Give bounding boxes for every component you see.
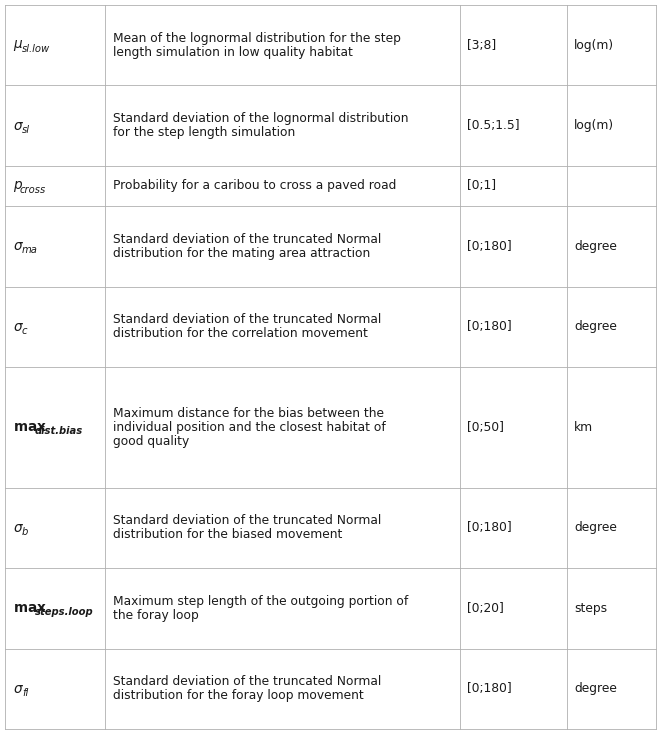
Text: c: c [22, 326, 28, 335]
Text: degree: degree [574, 320, 617, 333]
Text: log(m): log(m) [574, 119, 615, 132]
Text: [0;1]: [0;1] [467, 180, 496, 192]
Text: ma: ma [22, 245, 38, 255]
Text: b: b [22, 527, 28, 537]
Text: steps: steps [574, 602, 607, 615]
Text: Standard deviation of the truncated Normal: Standard deviation of the truncated Norm… [114, 233, 381, 246]
Text: Mean of the lognormal distribution for the step: Mean of the lognormal distribution for t… [114, 32, 401, 45]
Text: $\mu$: $\mu$ [13, 37, 23, 53]
Text: length simulation in low quality habitat: length simulation in low quality habitat [114, 46, 354, 59]
Text: the foray loop: the foray loop [114, 608, 199, 622]
Text: sl.low: sl.low [22, 44, 50, 54]
Text: [3;8]: [3;8] [467, 39, 496, 51]
Text: distribution for the mating area attraction: distribution for the mating area attract… [114, 247, 371, 260]
Text: distribution for the biased movement: distribution for the biased movement [114, 528, 343, 542]
Text: log(m): log(m) [574, 39, 615, 51]
Text: sl: sl [22, 125, 30, 134]
Text: dist.bias: dist.bias [35, 426, 83, 436]
Text: degree: degree [574, 521, 617, 534]
Text: Standard deviation of the lognormal distribution: Standard deviation of the lognormal dist… [114, 112, 409, 126]
Text: distribution for the correlation movement: distribution for the correlation movemen… [114, 327, 368, 341]
Text: km: km [574, 421, 594, 434]
Text: Probability for a caribou to cross a paved road: Probability for a caribou to cross a pav… [114, 180, 397, 192]
Text: $\sigma$: $\sigma$ [13, 119, 24, 133]
Text: Maximum distance for the bias between the: Maximum distance for the bias between th… [114, 407, 385, 420]
Text: [0;20]: [0;20] [467, 602, 504, 615]
Text: [0.5;1.5]: [0.5;1.5] [467, 119, 520, 132]
Text: $\sigma$: $\sigma$ [13, 521, 24, 535]
Text: individual position and the closest habitat of: individual position and the closest habi… [114, 421, 386, 434]
Text: $\mathit{\mathbf{max}}$: $\mathit{\mathbf{max}}$ [13, 601, 47, 615]
Text: $\mathit{\mathbf{max}}$: $\mathit{\mathbf{max}}$ [13, 421, 47, 435]
Text: $\sigma$: $\sigma$ [13, 682, 24, 696]
Text: [0;180]: [0;180] [467, 683, 512, 695]
Text: [0;180]: [0;180] [467, 320, 512, 333]
Text: Standard deviation of the truncated Normal: Standard deviation of the truncated Norm… [114, 515, 381, 528]
Text: Standard deviation of the truncated Normal: Standard deviation of the truncated Norm… [114, 675, 381, 688]
Text: degree: degree [574, 240, 617, 252]
Text: good quality: good quality [114, 435, 190, 448]
Text: steps.loop: steps.loop [35, 607, 94, 617]
Text: fl: fl [22, 688, 28, 698]
Text: $\sigma$: $\sigma$ [13, 320, 24, 334]
Text: cross: cross [20, 185, 46, 195]
Text: for the step length simulation: for the step length simulation [114, 126, 295, 139]
Text: [0;50]: [0;50] [467, 421, 504, 434]
Text: distribution for the foray loop movement: distribution for the foray loop movement [114, 689, 364, 702]
Text: $\sigma$: $\sigma$ [13, 239, 24, 253]
Text: degree: degree [574, 683, 617, 695]
Text: Standard deviation of the truncated Normal: Standard deviation of the truncated Norm… [114, 313, 381, 327]
Text: Maximum step length of the outgoing portion of: Maximum step length of the outgoing port… [114, 595, 408, 608]
Text: [0;180]: [0;180] [467, 521, 512, 534]
Text: $p$: $p$ [13, 178, 23, 194]
Text: [0;180]: [0;180] [467, 240, 512, 252]
